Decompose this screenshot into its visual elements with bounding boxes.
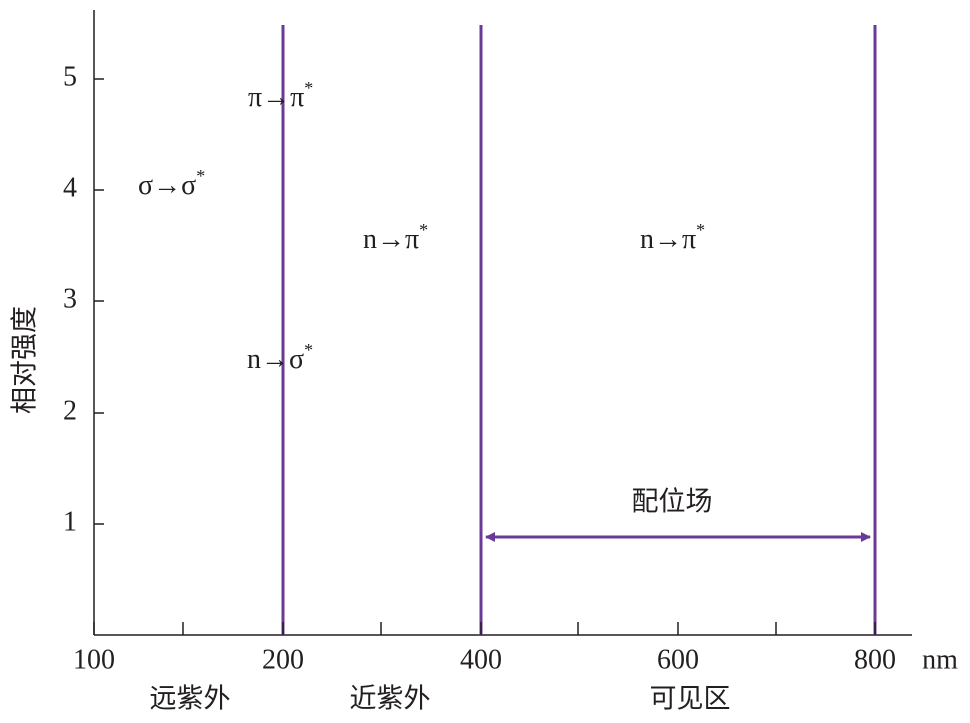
transition-label: n→π*	[363, 220, 428, 255]
region-label: 可见区	[650, 684, 731, 715]
y-tick-label: 4	[63, 172, 77, 203]
transition-main: n→σ	[247, 344, 304, 375]
transition-sup: *	[304, 78, 313, 98]
x-tick-label: 100	[73, 644, 115, 675]
x-unit: nm	[922, 644, 958, 675]
transition-sup: *	[304, 340, 313, 360]
transition-label: n→σ*	[247, 340, 313, 375]
y-tick-label: 3	[63, 283, 77, 314]
transition-label: n→π*	[640, 220, 705, 255]
y-tick-label: 1	[63, 506, 77, 537]
y-axis-label: 相对强度	[10, 306, 41, 414]
arrow-label: 配位场	[632, 487, 713, 518]
x-tick-label: 400	[460, 644, 502, 675]
transition-label: σ→σ*	[138, 166, 205, 201]
x-tick-label: 600	[657, 644, 699, 675]
transition-label: π→π*	[248, 78, 313, 113]
x-tick-label: 200	[262, 644, 304, 675]
transition-main: σ→σ	[138, 170, 196, 201]
x-tick-label: 800	[854, 644, 896, 675]
transition-main: n→π	[363, 224, 419, 255]
y-tick-label: 2	[63, 395, 77, 426]
region-label: 远紫外	[150, 684, 231, 715]
transition-main: π→π	[248, 82, 304, 113]
region-label: 近紫外	[350, 684, 431, 715]
transition-sup: *	[419, 220, 428, 240]
y-tick-label: 5	[63, 61, 77, 92]
transition-sup: *	[696, 220, 705, 240]
transition-sup: *	[196, 166, 205, 186]
transition-main: n→π	[640, 224, 696, 255]
